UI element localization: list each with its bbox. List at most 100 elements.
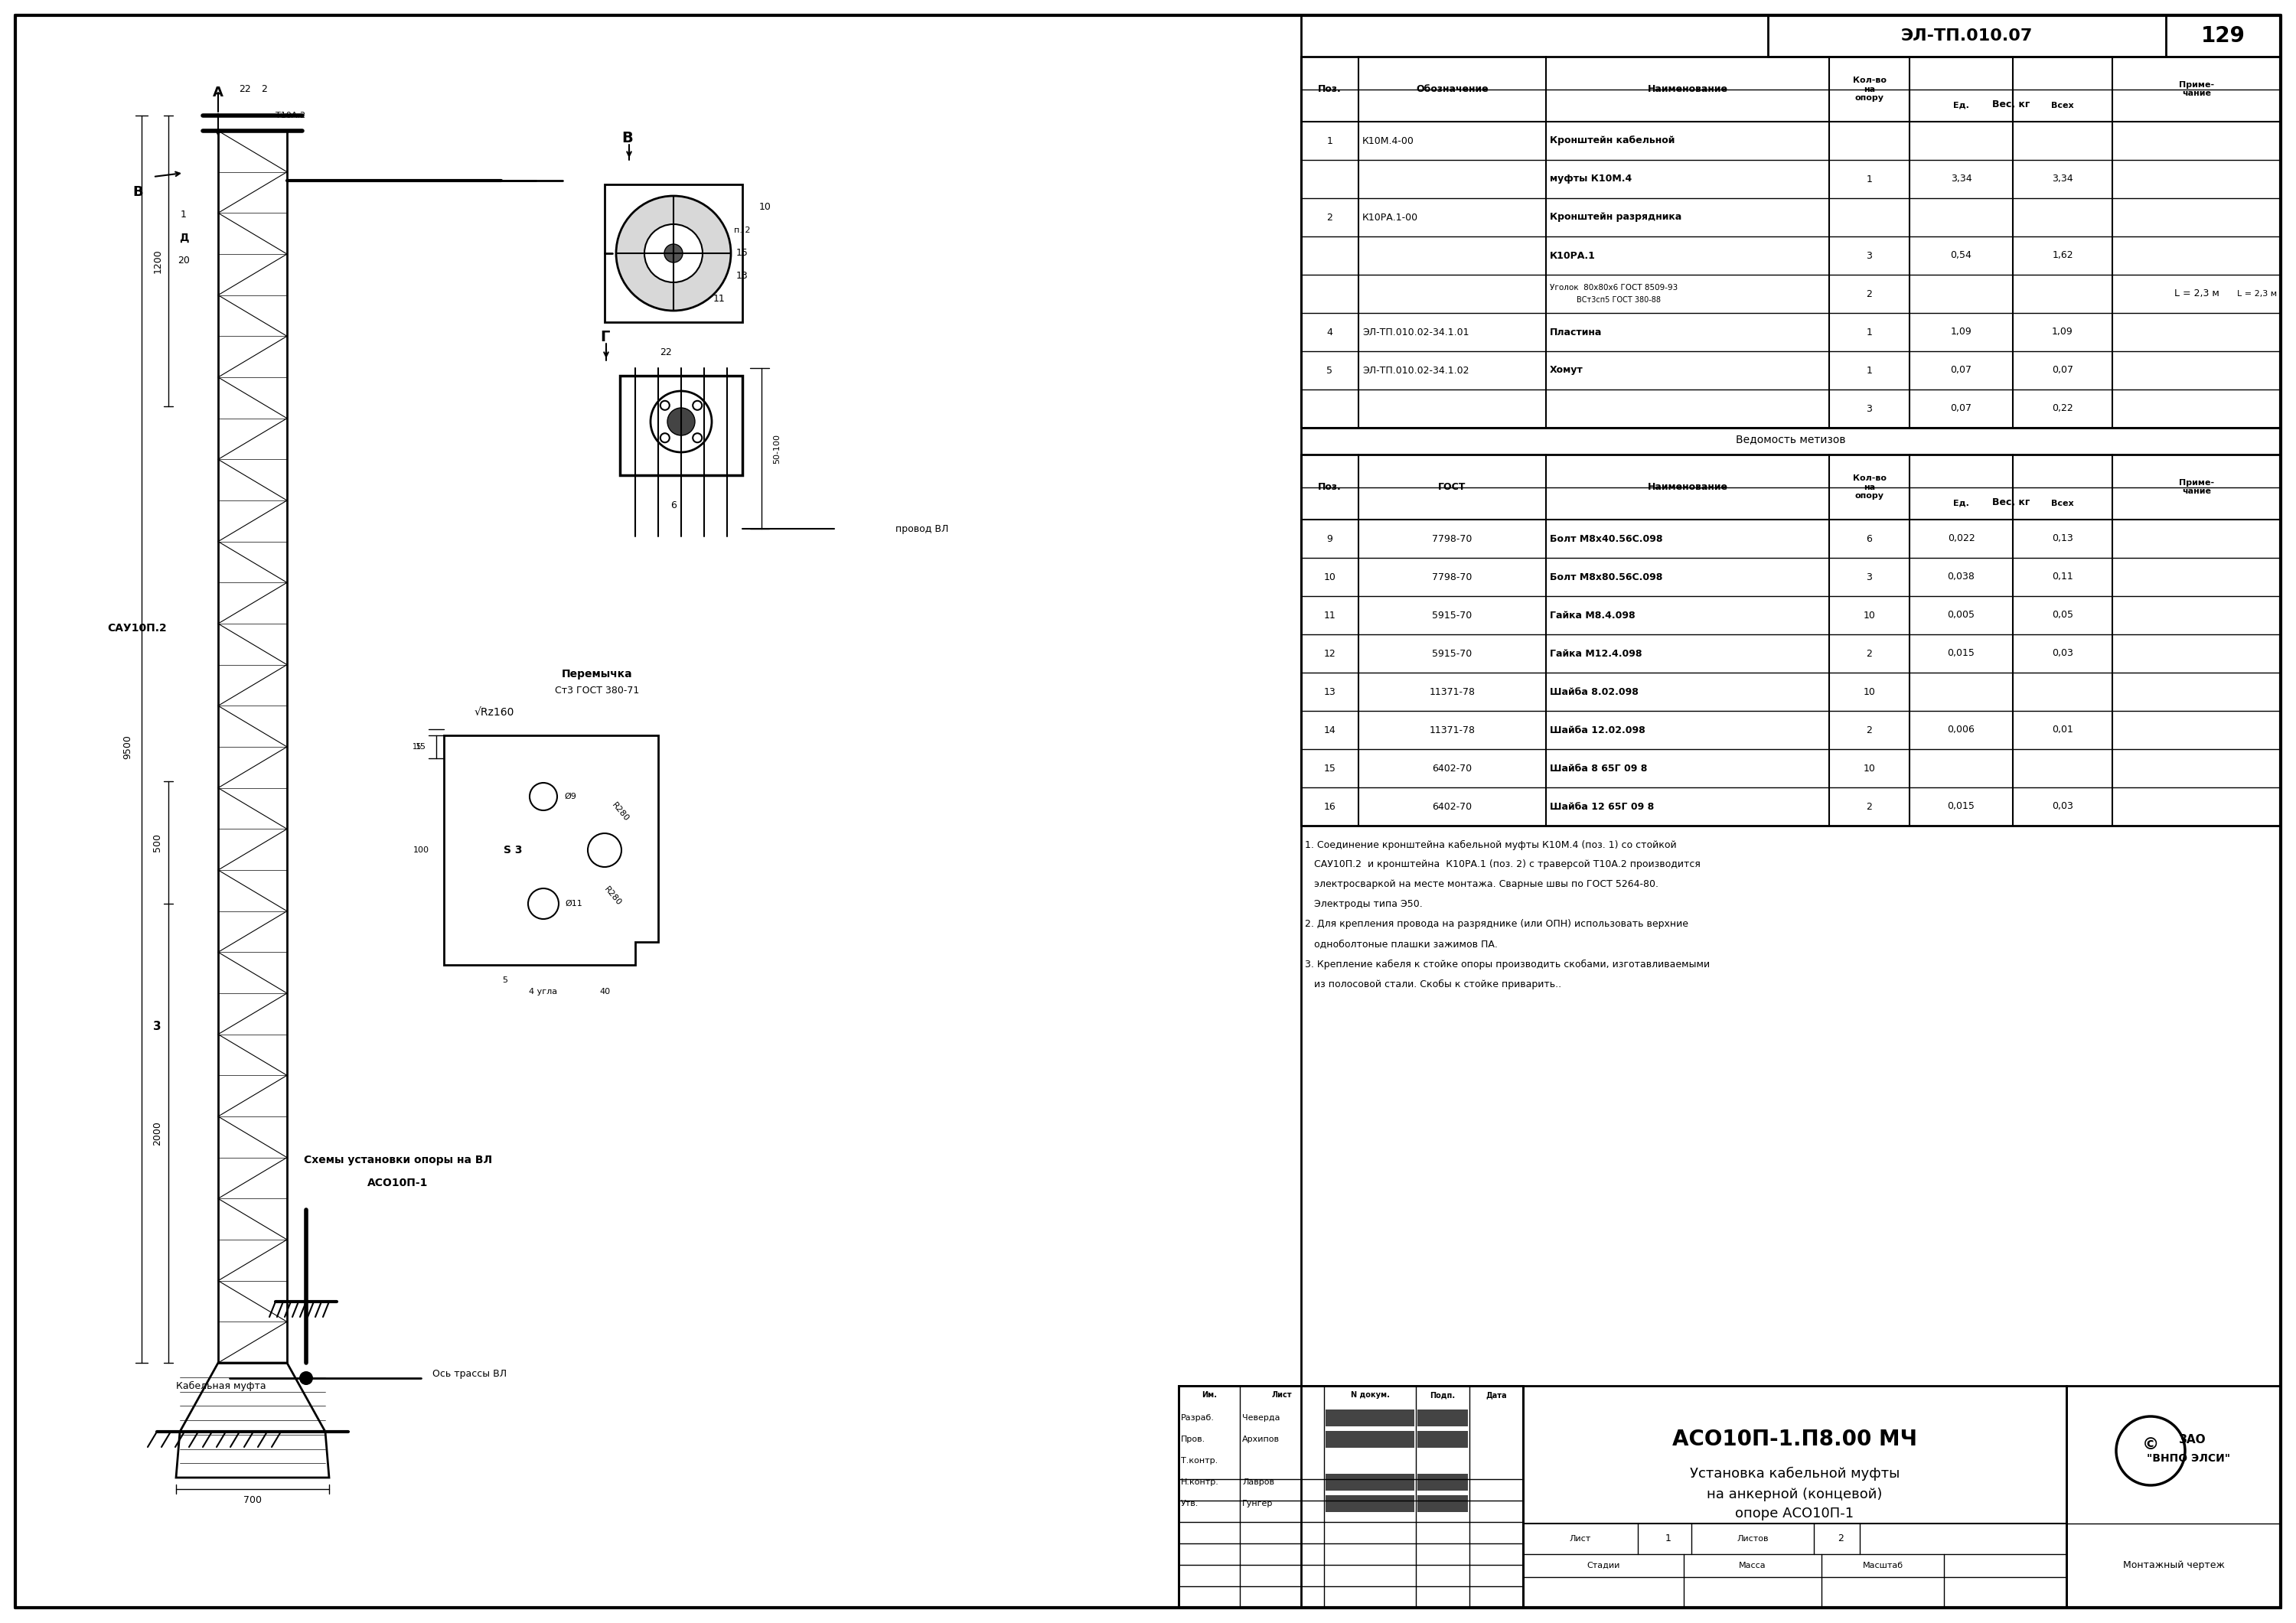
Text: Пров.: Пров. — [1180, 1435, 1205, 1443]
Text: В: В — [622, 131, 634, 146]
Text: Листов: Листов — [1736, 1535, 1768, 1542]
Text: 22: 22 — [659, 347, 673, 357]
Text: 15: 15 — [413, 743, 422, 751]
Text: В: В — [133, 185, 142, 200]
Text: АСО10П-1.П8.00 МЧ: АСО10П-1.П8.00 МЧ — [1671, 1428, 1917, 1449]
Text: Шайба 12.02.098: Шайба 12.02.098 — [1550, 725, 1646, 735]
Text: Наименование: Наименование — [1649, 84, 1727, 94]
Text: 11371-78: 11371-78 — [1428, 725, 1474, 735]
Text: N докум.: N докум. — [1350, 1391, 1389, 1399]
Text: 2: 2 — [1327, 213, 1332, 222]
Text: К10М.4-00: К10М.4-00 — [1362, 136, 1414, 146]
Text: Масштаб: Масштаб — [1862, 1561, 1903, 1569]
Text: Болт М8х40.56С.098: Болт М8х40.56С.098 — [1550, 534, 1662, 544]
Text: п. 2: п. 2 — [735, 227, 751, 234]
Text: ЭЛ-ТП.010.02-34.1.01: ЭЛ-ТП.010.02-34.1.01 — [1362, 328, 1469, 338]
Text: 10: 10 — [1325, 571, 1336, 583]
Text: 0,006: 0,006 — [1947, 725, 1975, 735]
Text: 1. Соединение кронштейна кабельной муфты К10М.4 (поз. 1) со стойкой: 1. Соединение кронштейна кабельной муфты… — [1304, 839, 1676, 850]
Text: 0,54: 0,54 — [1952, 250, 1972, 261]
Text: электросваркой на месте монтажа. Сварные швы по ГОСТ 5264-80.: электросваркой на месте монтажа. Сварные… — [1304, 880, 1658, 889]
Text: муфты К10М.4: муфты К10М.4 — [1550, 174, 1632, 183]
Text: 15: 15 — [737, 248, 748, 258]
Circle shape — [645, 224, 703, 282]
Text: 7798-70: 7798-70 — [1433, 571, 1472, 583]
Text: Всех: Всех — [2050, 500, 2073, 508]
Text: 16: 16 — [1325, 802, 1336, 812]
Text: 0,01: 0,01 — [2053, 725, 2073, 735]
Text: S 3: S 3 — [503, 846, 521, 855]
Text: 3,34: 3,34 — [2053, 174, 2073, 183]
Text: одноболтоные плашки зажимов ПА.: одноболтоные плашки зажимов ПА. — [1304, 940, 1497, 949]
Text: САУ10П.2: САУ10П.2 — [108, 623, 168, 633]
Text: ЭЛ-ТП.010.02-34.1.02: ЭЛ-ТП.010.02-34.1.02 — [1362, 365, 1469, 375]
Text: Гайка М8.4.098: Гайка М8.4.098 — [1550, 610, 1635, 620]
Text: Электроды типа Э50.: Электроды типа Э50. — [1304, 899, 1424, 909]
Bar — [1325, 1409, 1414, 1427]
Text: R280: R280 — [611, 800, 629, 823]
Text: Архипов: Архипов — [1242, 1435, 1279, 1443]
Text: Подп.: Подп. — [1430, 1391, 1456, 1399]
Text: Пластина: Пластина — [1550, 328, 1603, 338]
Text: 500: 500 — [152, 833, 163, 852]
Text: Шайба 8.02.098: Шайба 8.02.098 — [1550, 687, 1639, 696]
Text: 20: 20 — [177, 256, 191, 266]
Circle shape — [661, 401, 670, 411]
Text: Наименование: Наименование — [1649, 482, 1727, 492]
Text: К10РА.1: К10РА.1 — [1550, 250, 1596, 261]
Text: Ø9: Ø9 — [565, 792, 576, 800]
Text: "ВНПО ЭЛСИ": "ВНПО ЭЛСИ" — [2147, 1453, 2232, 1464]
Text: Гайка М12.4.098: Гайка М12.4.098 — [1550, 649, 1642, 659]
Bar — [1178, 1386, 1522, 1608]
Text: ЭЛ-ТП.010.07: ЭЛ-ТП.010.07 — [1901, 28, 2032, 44]
Text: Т10А.2: Т10А.2 — [276, 112, 305, 120]
Bar — [1302, 57, 2280, 428]
Text: Обозначение: Обозначение — [1417, 84, 1488, 94]
Text: Монтажный чертеж: Монтажный чертеж — [2124, 1561, 2225, 1571]
Text: 1,09: 1,09 — [1952, 328, 1972, 338]
Text: 1: 1 — [1867, 328, 1871, 338]
Text: 7798-70: 7798-70 — [1433, 534, 1472, 544]
Text: на анкерной (концевой): на анкерной (концевой) — [1706, 1488, 1883, 1501]
Text: 11371-78: 11371-78 — [1428, 687, 1474, 696]
Text: 0,11: 0,11 — [2053, 571, 2073, 583]
Bar — [1325, 1474, 1414, 1490]
Text: Приме-
чание: Приме- чание — [2179, 81, 2213, 97]
Text: Д: Д — [179, 232, 188, 243]
Text: 6: 6 — [1867, 534, 1871, 544]
Text: Установка кабельной муфты: Установка кабельной муфты — [1690, 1467, 1899, 1480]
Text: 0,038: 0,038 — [1947, 571, 1975, 583]
Text: 2: 2 — [1867, 725, 1871, 735]
Text: 50-100: 50-100 — [774, 433, 781, 463]
Text: 9: 9 — [1327, 534, 1332, 544]
Text: 6402-70: 6402-70 — [1433, 763, 1472, 773]
Text: 2: 2 — [1867, 289, 1871, 299]
Text: 2: 2 — [262, 84, 266, 94]
Text: ЗАО: ЗАО — [2179, 1433, 2206, 1444]
Text: Кол-во
на
опору: Кол-во на опору — [1853, 474, 1887, 500]
Text: 2: 2 — [1837, 1534, 1844, 1543]
Text: 5915-70: 5915-70 — [1433, 649, 1472, 659]
Text: Всех: Всех — [2050, 102, 2073, 109]
Text: 3,34: 3,34 — [1952, 174, 1972, 183]
Bar — [2066, 1386, 2280, 1608]
Circle shape — [693, 433, 703, 443]
Text: 14: 14 — [1325, 725, 1336, 735]
Text: Шайба 8 65Г 09 8: Шайба 8 65Г 09 8 — [1550, 763, 1646, 773]
Text: 2. Для крепления провода на разряднике (или ОПН) использовать верхние: 2. Для крепления провода на разряднике (… — [1304, 919, 1688, 930]
Bar — [1417, 1431, 1467, 1448]
Text: Болт М8х80.56С.098: Болт М8х80.56С.098 — [1550, 571, 1662, 583]
Circle shape — [298, 1371, 312, 1384]
Text: 3: 3 — [1867, 571, 1871, 583]
Text: 12: 12 — [1325, 649, 1336, 659]
Text: 1: 1 — [1665, 1534, 1671, 1543]
Text: 4: 4 — [1327, 328, 1332, 338]
Text: 1,62: 1,62 — [2053, 250, 2073, 261]
Text: 13: 13 — [1325, 687, 1336, 696]
Text: 0,03: 0,03 — [2053, 649, 2073, 659]
Text: К10РА.1-00: К10РА.1-00 — [1362, 213, 1419, 222]
Text: 0,07: 0,07 — [1949, 365, 1972, 375]
Text: 13: 13 — [737, 271, 748, 281]
Text: ©: © — [2142, 1436, 2158, 1453]
Text: 1,09: 1,09 — [2053, 328, 2073, 338]
